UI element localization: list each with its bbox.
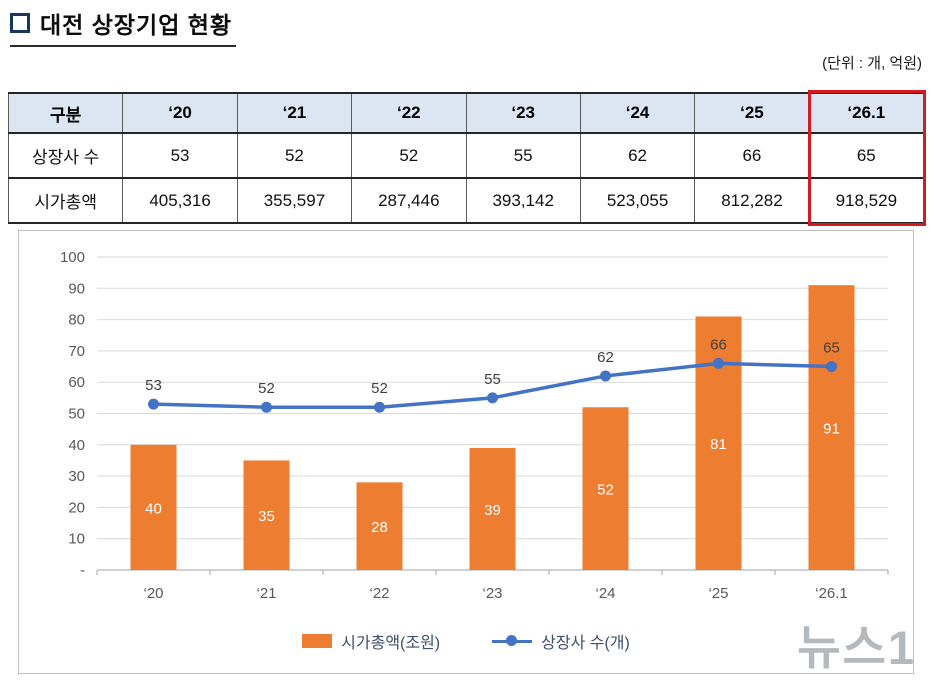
svg-text:‘21: ‘21: [256, 585, 276, 602]
legend-item-bar: 시가총액(조원): [302, 629, 440, 653]
svg-text:80: 80: [68, 312, 85, 329]
table-cell: 65: [808, 132, 925, 179]
stats-table-wrap: 구분 ‘20 ‘21 ‘22 ‘23 ‘24 ‘25 ‘26.1 상장사 수 5…: [7, 90, 926, 226]
table-header-cell: ‘23: [465, 92, 581, 134]
table-header-cell: ‘25: [694, 92, 810, 134]
svg-text:‘22: ‘22: [369, 585, 389, 602]
table-header-cell: 구분: [7, 92, 124, 134]
legend-item-line: 상장사 수(개): [492, 629, 630, 653]
svg-text:39: 39: [484, 502, 501, 519]
table-row: 시가총액 405,316 355,597 287,446 393,142 523…: [7, 177, 925, 224]
table-cell: 812,282: [694, 177, 810, 224]
table-cell: 405,316: [122, 177, 238, 224]
svg-text:28: 28: [371, 519, 388, 536]
legend-line-label: 상장사 수(개): [541, 635, 630, 652]
legend-bar-label: 시가총액(조원): [341, 635, 441, 652]
legend-line-swatch: [492, 634, 533, 648]
table-header-cell: ‘24: [579, 92, 696, 134]
svg-text:40: 40: [145, 500, 162, 517]
svg-text:‘26.1: ‘26.1: [815, 585, 848, 602]
svg-text:‘25: ‘25: [708, 585, 728, 602]
table-cell: 52: [236, 132, 353, 179]
table-header-cell: ‘21: [236, 92, 353, 134]
svg-text:20: 20: [68, 499, 85, 516]
table-header-cell: ‘22: [351, 92, 467, 134]
stats-table: 구분 ‘20 ‘21 ‘22 ‘23 ‘24 ‘25 ‘26.1 상장사 수 5…: [7, 92, 925, 224]
watermark-text: 뉴스1: [797, 621, 916, 674]
svg-text:81: 81: [710, 436, 727, 453]
page-title: 대전 상장기업 현황: [10, 6, 237, 47]
svg-text:70: 70: [68, 343, 85, 360]
legend-line-swatch-dot: [506, 635, 518, 646]
table-cell: 355,597: [236, 177, 353, 224]
table-header-row: 구분 ‘20 ‘21 ‘22 ‘23 ‘24 ‘25 ‘26.1: [7, 92, 925, 134]
table-row: 상장사 수 53 52 52 55 62 66 65: [7, 132, 925, 179]
table-cell: 287,446: [351, 177, 467, 224]
table-header-cell: ‘20: [122, 92, 238, 134]
svg-text:65: 65: [823, 340, 840, 357]
svg-text:52: 52: [597, 482, 614, 499]
svg-text:‘20: ‘20: [143, 585, 163, 602]
svg-text:‘23: ‘23: [482, 585, 502, 602]
table-row-label: 시가총액: [7, 177, 124, 224]
chart-svg: - 10 20 30 40 50 60 70 80 90 100 40 35 28 39 52 81 91 53 52…: [60, 249, 889, 602]
svg-text:66: 66: [710, 336, 727, 353]
unit-note: (단위 : 개, 억원): [822, 55, 922, 72]
svg-text:62: 62: [597, 349, 614, 366]
table-cell: 918,529: [808, 177, 925, 224]
svg-text:35: 35: [258, 508, 275, 525]
svg-text:53: 53: [145, 377, 162, 394]
table-cell: 393,142: [465, 177, 581, 224]
svg-text:52: 52: [258, 380, 275, 397]
svg-text:100: 100: [60, 249, 85, 266]
svg-text:40: 40: [68, 437, 85, 454]
svg-text:-: -: [80, 562, 85, 579]
svg-text:10: 10: [68, 531, 85, 548]
table-row-label: 상장사 수: [7, 132, 124, 179]
svg-text:55: 55: [484, 371, 501, 388]
svg-text:91: 91: [823, 421, 840, 438]
outlined-square-icon: [10, 13, 30, 33]
chart-legend: 시가총액(조원) 상장사 수(개): [19, 629, 913, 653]
table-cell: 53: [122, 132, 238, 179]
svg-text:‘24: ‘24: [595, 585, 615, 602]
table-cell: 55: [465, 132, 581, 179]
table-cell: 66: [694, 132, 810, 179]
watermark-news1: 뉴스1: [797, 609, 916, 678]
table-header-cell: ‘26.1: [808, 92, 925, 134]
svg-text:30: 30: [68, 468, 85, 485]
chart-area: - 10 20 30 40 50 60 70 80 90 100 40 35 28 39 52 81 91 53 52…: [18, 230, 914, 674]
legend-bar-swatch: [302, 634, 333, 648]
table-cell: 62: [579, 132, 696, 179]
page-title-text: 대전 상장기업 현황: [40, 12, 233, 38]
svg-text:52: 52: [371, 380, 388, 397]
table-cell: 52: [351, 132, 467, 179]
svg-text:50: 50: [68, 406, 85, 423]
svg-text:60: 60: [68, 374, 85, 391]
svg-text:90: 90: [68, 280, 85, 297]
table-cell: 523,055: [579, 177, 696, 224]
